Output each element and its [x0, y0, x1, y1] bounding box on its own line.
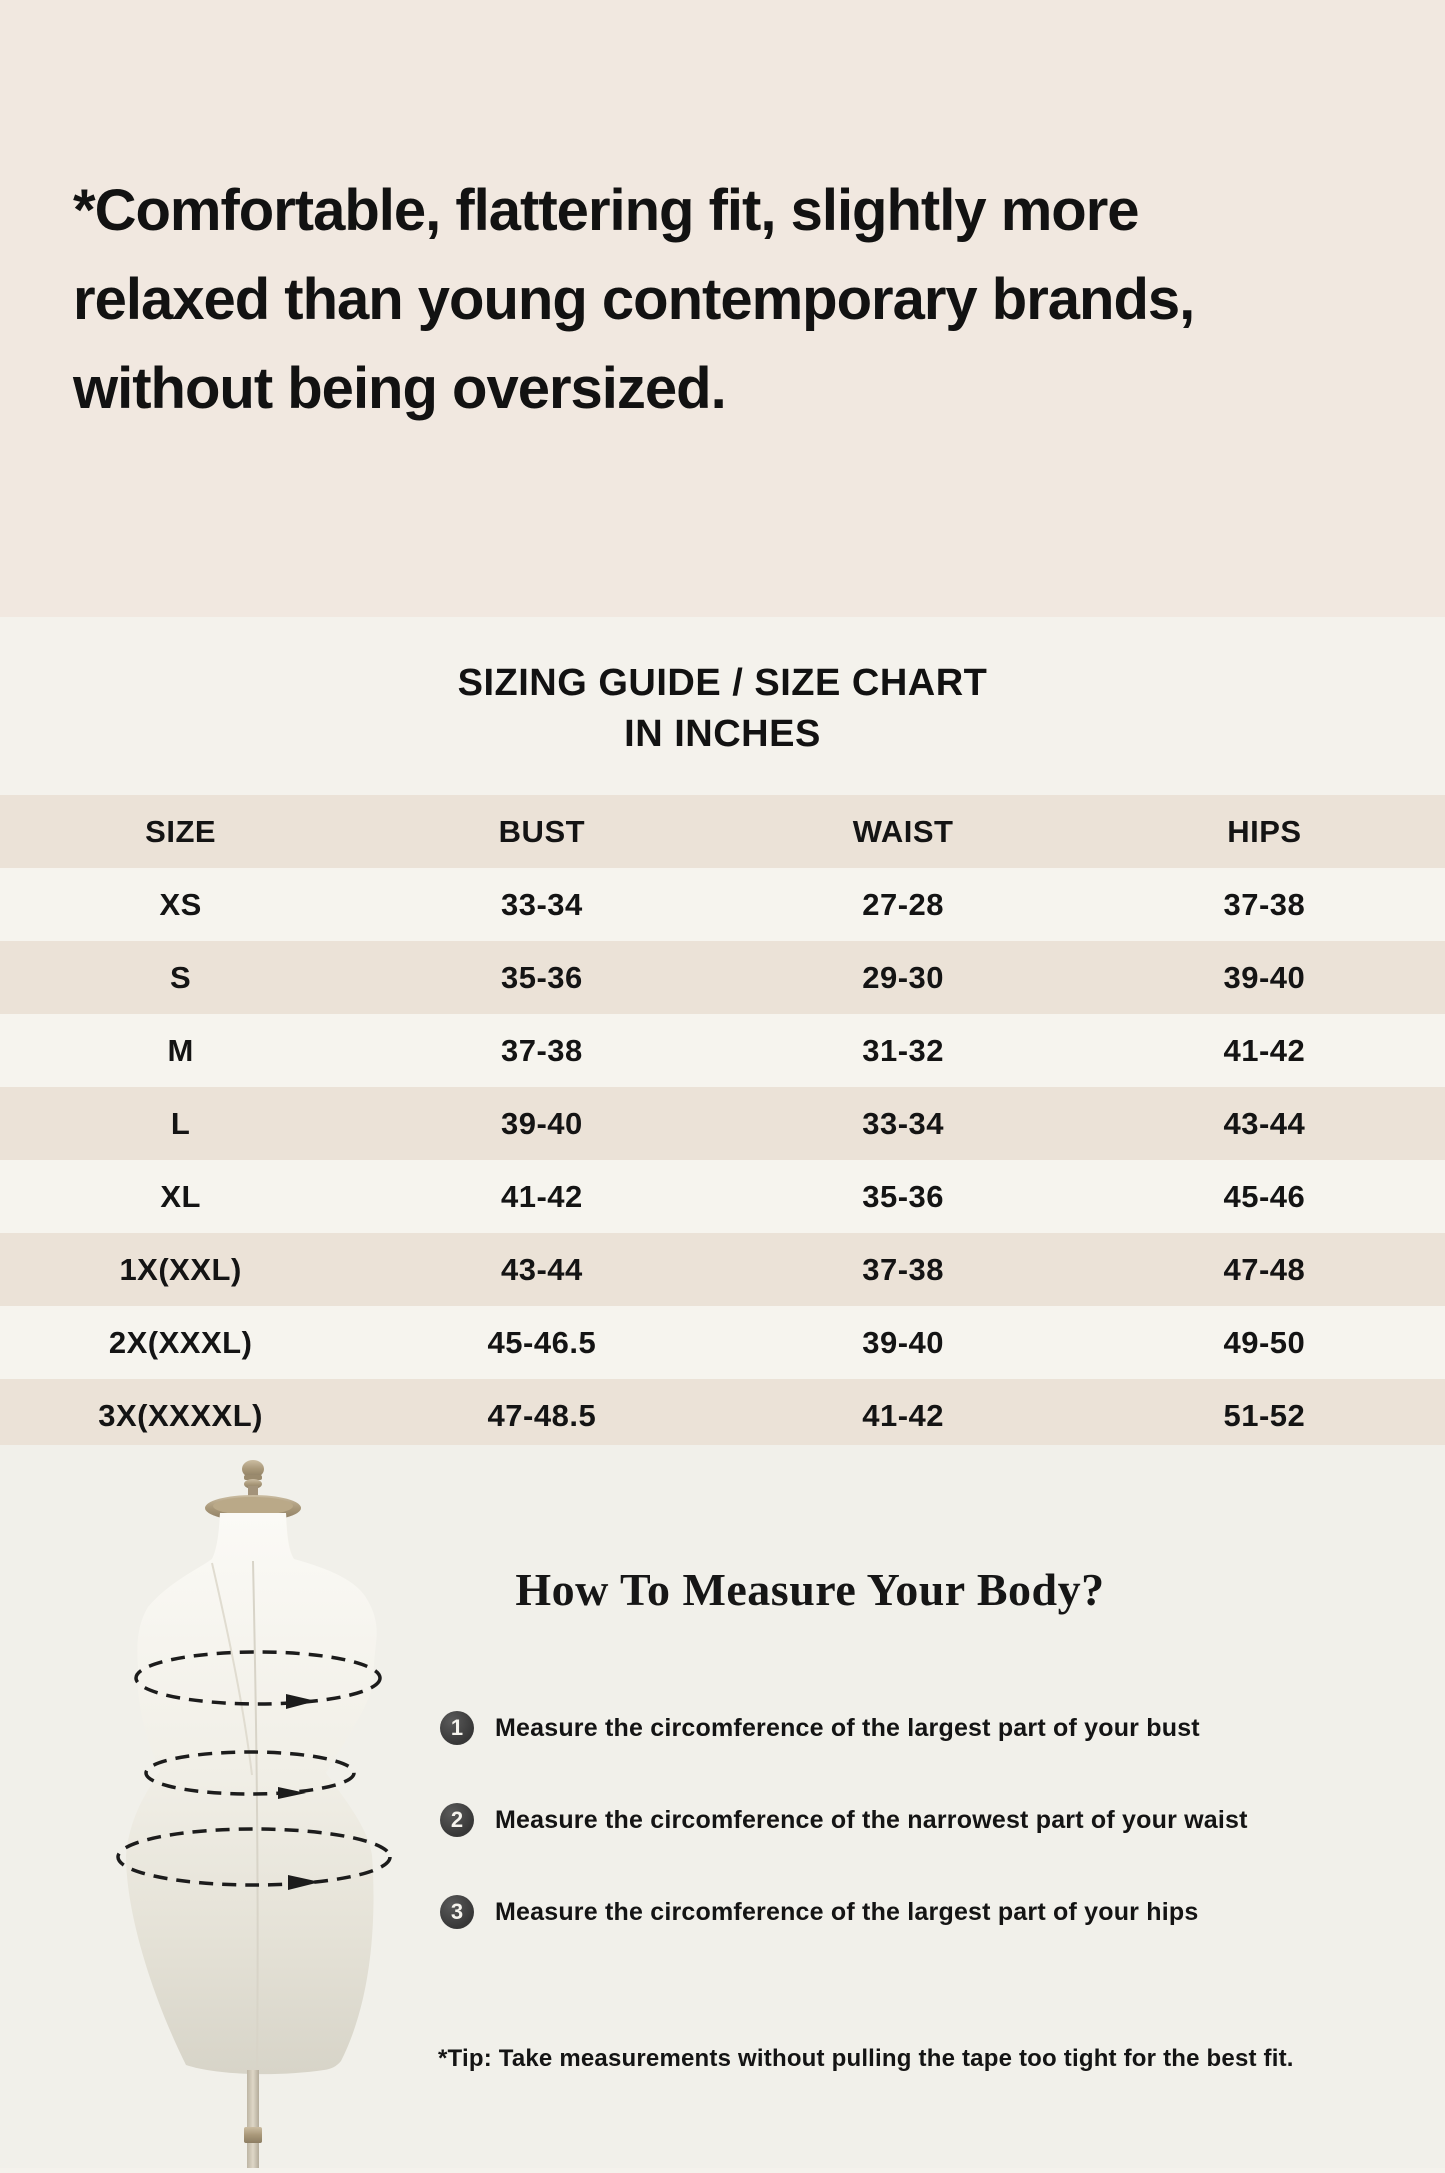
bust-cell: 43-44 [500, 1251, 583, 1287]
hips-cell: 47-48 [1223, 1251, 1306, 1287]
dress-form-illustration [116, 1460, 392, 2168]
step-2-number-badge: 2 [440, 1803, 474, 1837]
fit-note-line-3: without being oversized. [73, 356, 727, 421]
size-cell: M [167, 1032, 194, 1068]
step-3-text: Measure the circomference of the largest… [495, 1897, 1199, 1926]
table-row-m: M 37-38 31-32 41-42 [0, 1014, 1445, 1087]
hip-measure-line [116, 1827, 392, 1890]
measure-tip: *Tip: Take measurements without pulling … [438, 2045, 1294, 2072]
measure-step-3: 3 Measure the circomference of the large… [440, 1895, 1248, 1929]
hips-cell: 51-52 [1223, 1397, 1306, 1433]
waist-cell: 39-40 [862, 1324, 945, 1360]
hips-cell: 45-46 [1223, 1178, 1306, 1214]
column-header-bust: BUST [498, 813, 586, 849]
bust-cell: 47-48.5 [487, 1397, 597, 1433]
hips-cell: 37-38 [1223, 886, 1306, 922]
table-row-3x: 3X(XXXXL) 47-48.5 41-42 51-52 [0, 1379, 1445, 1452]
fit-note-line-1: *Comfortable, flattering fit, slightly m… [73, 178, 1140, 243]
measure-step-1: 1 Measure the circomference of the large… [440, 1711, 1248, 1745]
size-cell: XS [159, 886, 202, 922]
measure-step-2: 2 Measure the circomference of the narro… [440, 1803, 1248, 1837]
size-table: SIZE BUST WAIST HIPS XS 33-34 27-28 37-3… [0, 795, 1445, 1452]
hips-cell: 43-44 [1223, 1105, 1306, 1141]
size-cell: 1X(XXL) [119, 1251, 242, 1287]
fit-note-section: *Comfortable, flattering fit, slightly m… [0, 0, 1445, 617]
bust-cell: 45-46.5 [487, 1324, 597, 1360]
mannequin-image [86, 1451, 418, 2168]
waist-cell: 27-28 [862, 886, 945, 922]
bust-cell: 35-36 [500, 959, 583, 995]
measure-guide-section: How To Measure Your Body? 1 Measure the … [0, 1445, 1445, 2168]
waist-measure-line [144, 1750, 356, 1799]
table-row-l: L 39-40 33-34 43-44 [0, 1087, 1445, 1160]
table-row-xs: XS 33-34 27-28 37-38 [0, 868, 1445, 941]
size-cell: L [170, 1105, 191, 1141]
column-header-size: SIZE [145, 813, 217, 849]
waist-cell: 35-36 [862, 1178, 945, 1214]
column-header-waist: WAIST [852, 813, 954, 849]
measure-guide-title: How To Measure Your Body? [515, 1564, 1105, 1615]
bust-measure-line [134, 1650, 382, 1709]
step-1-text: Measure the circomference of the largest… [495, 1713, 1200, 1742]
bust-arrow-icon [286, 1694, 316, 1709]
table-header-row: SIZE BUST WAIST HIPS [0, 795, 1445, 868]
fit-note-line-2: relaxed than young contemporary brands, [73, 267, 1195, 332]
hips-cell: 49-50 [1223, 1324, 1306, 1360]
bust-cell: 33-34 [500, 886, 583, 922]
waist-cell: 29-30 [862, 959, 945, 995]
table-row-xl: XL 41-42 35-36 45-46 [0, 1160, 1445, 1233]
stand-pole [244, 2070, 262, 2168]
waist-cell: 33-34 [862, 1105, 945, 1141]
measure-steps-list: 1 Measure the circomference of the large… [440, 1711, 1248, 1987]
size-chart-title-block: SIZING GUIDE / SIZE CHART IN INCHES [0, 617, 1445, 754]
size-chart-title: SIZING GUIDE / SIZE CHART [457, 662, 988, 704]
step-2-text: Measure the circomference of the narrowe… [495, 1805, 1248, 1834]
waist-arrow-icon [278, 1787, 306, 1799]
step-1-number-badge: 1 [440, 1711, 474, 1745]
brass-finial-icon [205, 1460, 301, 1521]
size-cell: S [170, 959, 192, 995]
waist-cell: 31-32 [862, 1032, 945, 1068]
size-chart-subtitle: IN INCHES [624, 713, 821, 755]
waist-cell: 41-42 [862, 1397, 945, 1433]
table-row-2x: 2X(XXXL) 45-46.5 39-40 49-50 [0, 1306, 1445, 1379]
waist-cell: 37-38 [862, 1251, 945, 1287]
size-cell: XL [160, 1178, 201, 1214]
table-row-1x: 1X(XXL) 43-44 37-38 47-48 [0, 1233, 1445, 1306]
step-3-number-badge: 3 [440, 1895, 474, 1929]
size-chart-section: SIZING GUIDE / SIZE CHART IN INCHES SIZE… [0, 617, 1445, 1452]
size-cell: 3X(XXXXL) [98, 1397, 263, 1433]
column-header-hips: HIPS [1227, 813, 1302, 849]
bust-cell: 37-38 [500, 1032, 583, 1068]
size-cell: 2X(XXXL) [108, 1324, 253, 1360]
bust-cell: 39-40 [500, 1105, 583, 1141]
hip-arrow-icon [288, 1875, 320, 1890]
table-row-s: S 35-36 29-30 39-40 [0, 941, 1445, 1014]
hips-cell: 41-42 [1223, 1032, 1306, 1068]
mannequin-body [126, 1513, 377, 2075]
hips-cell: 39-40 [1223, 959, 1306, 995]
bust-cell: 41-42 [500, 1178, 583, 1214]
